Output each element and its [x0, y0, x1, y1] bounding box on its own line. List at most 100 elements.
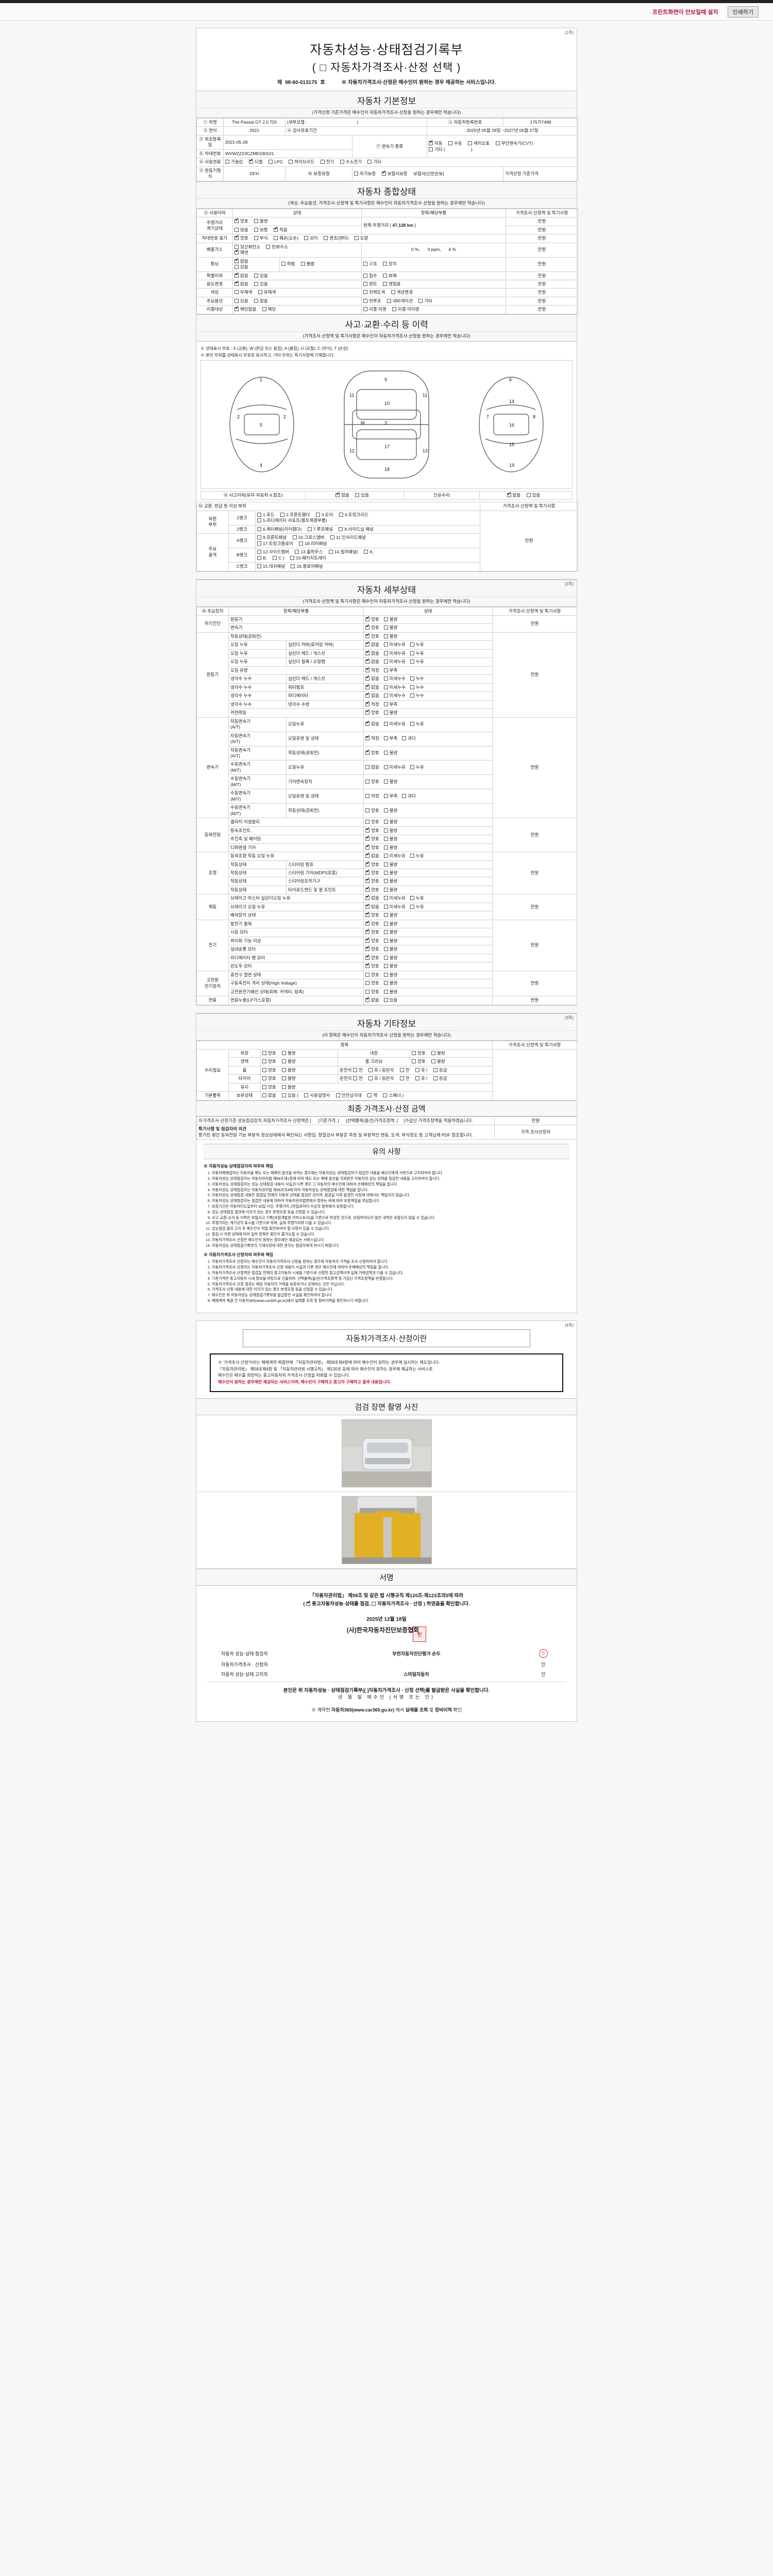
checkbox-icon[interactable] [234, 290, 239, 295]
checkbox-icon[interactable] [363, 307, 367, 312]
part-radiator-support[interactable]: 5.라디에이터 서포트(볼트체결부품) [257, 518, 327, 523]
options-yes[interactable]: 있음 [234, 298, 248, 304]
checkbox-icon[interactable] [315, 512, 320, 517]
checkbox-icon[interactable] [365, 650, 370, 655]
checkbox-icon[interactable] [234, 234, 239, 241]
checkbox-icon[interactable] [363, 281, 367, 286]
part-inside-panel[interactable]: 11.인사이드패널 [330, 535, 366, 540]
state-option[interactable]: 과다 [402, 793, 416, 799]
checkbox-icon[interactable] [365, 749, 370, 755]
checkbox-icon[interactable] [248, 158, 253, 164]
checkbox-icon[interactable] [365, 920, 370, 926]
state-option[interactable]: 불량 [383, 634, 397, 639]
state-option[interactable]: 양호 [365, 920, 379, 927]
checkbox-icon[interactable] [365, 962, 370, 969]
checkbox-icon[interactable] [365, 709, 370, 715]
state-option[interactable]: 없음 [365, 852, 379, 859]
color-fullpaint[interactable]: 전체도색 [363, 290, 385, 295]
checkbox-icon[interactable] [429, 147, 433, 151]
checkbox-icon[interactable] [262, 1067, 266, 1072]
holding-triangle[interactable]: 안전삼각대 [335, 1093, 362, 1098]
checkbox-icon[interactable] [410, 685, 414, 689]
vinmark-good[interactable]: 양호 [234, 234, 248, 241]
tire-bad[interactable]: 불량 [282, 1076, 296, 1081]
checkbox-icon[interactable] [365, 928, 370, 935]
checkbox-icon[interactable] [383, 879, 388, 884]
state-option[interactable]: 누유 [410, 895, 424, 901]
room-good[interactable]: 양호 [412, 1059, 426, 1064]
checkbox-icon[interactable] [383, 955, 388, 960]
checkbox-icon[interactable] [365, 972, 370, 977]
checkbox-icon[interactable] [410, 854, 414, 858]
checkbox-icon[interactable] [365, 779, 370, 784]
special-fire[interactable]: 화재 [383, 273, 397, 279]
checkbox-icon[interactable] [281, 262, 285, 266]
checkbox-icon[interactable] [365, 735, 370, 741]
checkbox-icon[interactable] [383, 845, 388, 850]
checkbox-icon[interactable] [410, 676, 414, 681]
checkbox-icon[interactable] [412, 1050, 416, 1055]
checkbox-icon[interactable] [365, 869, 370, 875]
checkbox-icon[interactable] [367, 1093, 372, 1098]
checkbox-icon[interactable] [365, 861, 370, 867]
checkbox-icon[interactable] [257, 555, 261, 560]
state-option[interactable]: 미세누수 [383, 685, 406, 690]
checkbox-icon[interactable] [410, 642, 414, 647]
checkbox-icon[interactable] [429, 140, 433, 146]
state-option[interactable]: 없음 [365, 765, 379, 770]
option-other[interactable]: 기타 [418, 298, 432, 304]
checkbox-icon[interactable] [274, 236, 278, 241]
recall-applicable[interactable]: 해당 [262, 307, 276, 312]
checkbox-icon[interactable] [383, 998, 388, 1003]
checkbox-icon[interactable] [330, 535, 334, 540]
checkbox-icon[interactable] [383, 921, 388, 926]
checkbox-icon[interactable] [365, 808, 370, 812]
state-option[interactable]: 불량 [383, 617, 397, 622]
part-pillar-b[interactable]: B, [257, 555, 267, 561]
checkbox-icon[interactable] [383, 625, 388, 630]
checkbox-icon[interactable] [257, 518, 261, 523]
state-option[interactable]: 불량 [383, 963, 397, 969]
state-option[interactable]: 양호 [365, 819, 379, 825]
checkbox-icon[interactable] [258, 290, 262, 295]
checkbox-icon[interactable] [262, 1076, 266, 1081]
checkbox-icon[interactable] [383, 820, 388, 824]
holding-manual[interactable]: 사용설명서 [304, 1093, 330, 1098]
checkbox-icon[interactable] [365, 641, 370, 647]
state-option[interactable]: 양호 [365, 962, 379, 969]
state-option[interactable]: 누유 [410, 765, 424, 770]
checkbox-icon[interactable] [383, 273, 388, 278]
checkbox-icon[interactable] [383, 651, 388, 655]
checkbox-icon[interactable] [254, 273, 259, 278]
state-option[interactable]: 불량 [383, 989, 397, 995]
checkbox-icon[interactable] [291, 564, 295, 569]
state-option[interactable]: 양호 [365, 709, 379, 716]
checkbox-icon[interactable] [268, 160, 273, 164]
checkbox-icon[interactable] [412, 1059, 416, 1064]
part-front-panel[interactable]: 9.프론트패널 [257, 535, 287, 540]
checkbox-icon[interactable] [274, 226, 278, 232]
state-option[interactable]: 양호 [365, 633, 379, 639]
checkbox-icon[interactable] [234, 272, 239, 278]
checkbox-icon[interactable] [365, 624, 370, 630]
checkbox-icon[interactable] [306, 1600, 311, 1606]
checkbox-icon[interactable] [364, 550, 368, 554]
color-changed[interactable]: 색상변경 [391, 290, 413, 295]
tuning-yes[interactable]: 있음 [234, 264, 248, 270]
checkbox-icon[interactable] [383, 710, 388, 715]
state-option[interactable]: 미세누수 [383, 693, 406, 699]
checkbox-icon[interactable] [365, 996, 370, 1003]
trans-opt-auto[interactable]: 자동 [429, 140, 443, 146]
state-option[interactable]: 없음 [365, 658, 379, 665]
checkbox-icon[interactable] [399, 1076, 404, 1081]
recall-notdone[interactable]: 리콜 미이행 [392, 307, 419, 312]
options-no[interactable]: 없음 [254, 298, 268, 304]
checkbox-icon[interactable] [365, 989, 370, 994]
checkbox-icon[interactable] [365, 945, 370, 952]
state-option[interactable]: 양호 [365, 989, 379, 995]
state-option[interactable]: 적정 [365, 667, 379, 673]
tuning-structure[interactable]: 구조 [363, 261, 377, 267]
state-option[interactable]: 있음 [383, 997, 397, 1003]
usechange-commercial[interactable]: 영업용 [383, 281, 400, 287]
checkbox-icon[interactable] [383, 751, 388, 755]
